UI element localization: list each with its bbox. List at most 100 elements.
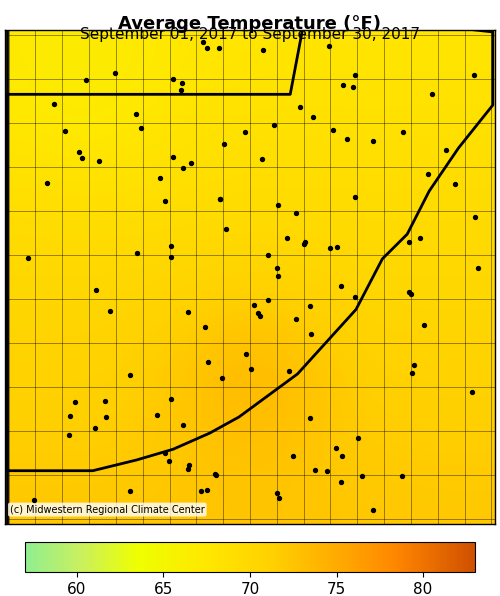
Point [416,233,424,243]
Point [211,469,219,479]
Point [92,285,100,295]
Point [408,368,416,378]
Point [306,414,314,423]
Point [368,136,376,145]
Text: (c) Midwestern Regional Climate Center: (c) Midwestern Regional Climate Center [10,505,204,514]
Point [178,421,186,430]
Point [30,495,38,505]
Point [218,373,226,383]
Point [288,451,296,461]
Point [136,123,144,133]
Point [260,45,268,54]
Point [169,74,177,84]
Point [471,213,479,222]
Point [405,287,413,297]
Point [332,443,340,453]
Point [168,252,175,262]
Point [338,80,346,90]
Point [325,41,333,51]
Point [212,470,220,480]
Point [428,89,436,98]
Point [334,242,342,252]
Point [326,243,334,253]
Point [274,271,282,281]
Point [273,263,281,272]
Text: September 01, 2017 to September 30, 2017: September 01, 2017 to September 30, 2017 [80,27,420,42]
Point [204,486,212,495]
Point [185,460,193,470]
Point [306,302,314,311]
Point [276,493,283,503]
Point [106,306,114,316]
Point [60,127,68,136]
Point [50,100,58,109]
Point [300,240,308,249]
Point [132,109,140,119]
Point [264,296,272,305]
Point [82,75,90,85]
Point [323,465,331,475]
Point [100,396,108,406]
Point [161,448,169,458]
Point [95,157,103,166]
Point [350,293,358,302]
Point [42,178,50,187]
Point [64,430,72,440]
Point [470,70,478,80]
Point [410,361,418,370]
Point [336,281,344,291]
Text: Average Temperature (°F): Average Temperature (°F) [118,15,382,33]
Point [216,194,224,204]
Point [184,308,192,317]
Point [215,44,223,53]
Point [200,38,207,47]
Point [358,471,366,481]
Point [338,451,346,461]
Point [198,486,205,496]
Point [184,464,192,473]
Point [329,125,337,135]
Point [167,241,175,251]
Point [161,196,169,206]
Point [216,194,224,204]
Point [24,254,32,263]
Point [256,312,264,321]
Point [468,387,475,396]
Point [398,471,406,481]
Point [308,330,316,339]
Point [71,397,79,406]
Point [274,200,282,209]
Point [126,486,134,495]
Point [292,208,300,218]
Point [204,44,212,53]
Point [274,489,281,498]
Point [310,465,318,474]
Point [474,263,482,273]
Point [270,120,278,130]
Point [351,193,359,202]
Point [164,457,172,466]
Point [349,82,357,92]
Point [76,147,84,157]
Point [250,300,258,310]
Point [282,234,290,243]
Point [451,179,459,189]
Point [336,477,344,487]
Point [296,103,304,112]
Point [241,127,249,136]
Point [242,349,250,359]
Point [301,237,309,247]
Point [407,290,415,299]
Point [420,320,428,330]
Point [247,364,255,374]
Point [102,412,110,422]
Point [222,225,230,234]
Point [254,308,262,318]
Point [200,322,208,332]
Point [134,248,141,257]
Point [152,411,160,420]
Point [66,411,74,421]
Point [178,163,186,173]
Point [369,505,377,515]
Point [166,395,174,404]
